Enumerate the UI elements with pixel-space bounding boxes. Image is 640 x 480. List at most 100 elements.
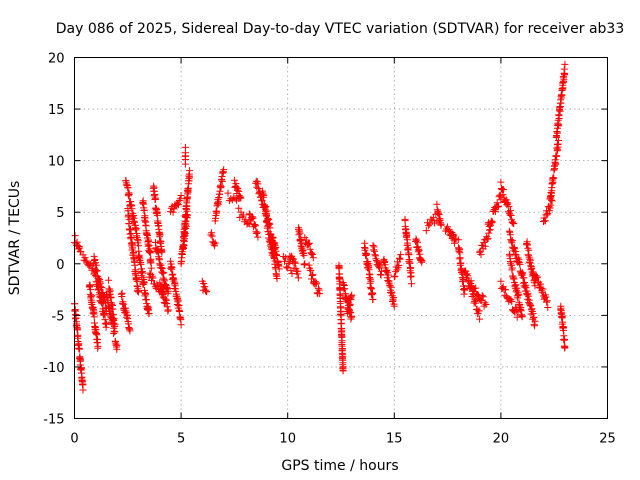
data-point bbox=[513, 284, 521, 292]
data-point bbox=[113, 341, 121, 349]
data-point bbox=[79, 386, 87, 394]
data-point bbox=[560, 76, 568, 84]
data-point bbox=[339, 352, 347, 360]
data-point bbox=[285, 260, 293, 267]
data-point bbox=[290, 255, 297, 263]
data-point bbox=[282, 254, 290, 262]
data-point bbox=[140, 279, 148, 287]
data-point bbox=[98, 299, 106, 307]
data-point bbox=[397, 251, 405, 259]
data-point bbox=[151, 195, 159, 203]
data-point bbox=[533, 273, 541, 281]
data-point bbox=[125, 211, 133, 219]
data-point bbox=[341, 290, 349, 298]
data-point bbox=[316, 290, 324, 298]
data-point bbox=[248, 213, 256, 221]
data-point bbox=[235, 204, 243, 212]
data-point bbox=[478, 292, 486, 300]
data-point bbox=[174, 200, 181, 208]
data-point bbox=[476, 315, 484, 323]
data-point bbox=[495, 193, 503, 201]
data-point bbox=[545, 203, 553, 210]
data-point bbox=[507, 212, 515, 219]
data-point bbox=[481, 299, 489, 307]
data-point bbox=[186, 173, 193, 181]
data-point bbox=[127, 233, 135, 241]
data-point bbox=[106, 287, 114, 295]
data-point bbox=[140, 206, 148, 214]
data-point bbox=[88, 292, 96, 300]
data-point bbox=[547, 201, 555, 209]
x-tick-label: 0 bbox=[70, 432, 78, 447]
data-point bbox=[208, 229, 216, 237]
x-tick-label: 20 bbox=[493, 432, 510, 447]
data-point bbox=[395, 254, 403, 262]
y-tick-label: -15 bbox=[43, 413, 64, 428]
data-point bbox=[449, 230, 457, 238]
data-point bbox=[484, 235, 492, 243]
data-point bbox=[561, 70, 569, 78]
data-point bbox=[304, 241, 312, 249]
data-point bbox=[253, 230, 261, 237]
data-point bbox=[182, 214, 190, 221]
data-point bbox=[376, 262, 384, 270]
y-tick-label: 0 bbox=[56, 258, 64, 273]
data-point bbox=[253, 228, 261, 236]
data-point bbox=[390, 302, 398, 310]
data-point bbox=[77, 356, 85, 364]
data-point bbox=[181, 160, 189, 168]
data-point bbox=[291, 259, 299, 267]
data-point bbox=[367, 277, 375, 285]
data-point bbox=[314, 284, 322, 292]
data-point bbox=[127, 225, 134, 233]
data-point bbox=[75, 345, 83, 353]
data-point bbox=[418, 257, 426, 265]
data-point bbox=[390, 273, 398, 281]
data-point bbox=[555, 121, 563, 129]
data-point bbox=[105, 276, 113, 284]
data-point bbox=[254, 233, 262, 241]
data-point bbox=[213, 208, 221, 216]
data-point bbox=[245, 220, 253, 228]
data-point bbox=[305, 239, 313, 247]
data-point bbox=[477, 251, 485, 259]
data-point bbox=[454, 236, 462, 244]
data-point bbox=[346, 301, 354, 309]
data-point bbox=[522, 284, 530, 292]
data-point bbox=[269, 234, 277, 242]
data-point bbox=[390, 294, 398, 302]
data-point bbox=[300, 252, 308, 260]
data-point bbox=[435, 211, 443, 218]
data-point bbox=[391, 272, 399, 280]
data-point bbox=[338, 337, 346, 345]
data-point bbox=[169, 208, 177, 216]
data-point bbox=[145, 310, 153, 317]
data-point bbox=[502, 196, 510, 204]
data-point bbox=[273, 252, 281, 259]
data-point bbox=[508, 298, 516, 306]
data-point bbox=[520, 274, 528, 282]
data-point bbox=[251, 222, 259, 230]
data-point bbox=[384, 271, 392, 279]
data-point bbox=[220, 166, 228, 174]
data-point bbox=[451, 239, 458, 247]
data-point bbox=[482, 301, 490, 308]
data-point bbox=[525, 246, 533, 254]
data-point bbox=[76, 244, 84, 252]
data-point bbox=[339, 367, 347, 375]
data-point bbox=[500, 186, 508, 193]
data-point bbox=[494, 203, 502, 211]
data-point bbox=[524, 292, 532, 300]
y-tick-label: 5 bbox=[56, 206, 64, 221]
data-point bbox=[363, 250, 371, 258]
data-point bbox=[540, 218, 547, 225]
data-point bbox=[74, 331, 82, 339]
data-point bbox=[548, 187, 556, 195]
data-point bbox=[450, 231, 458, 239]
data-point bbox=[510, 220, 518, 228]
data-point bbox=[544, 304, 552, 311]
data-point bbox=[502, 286, 510, 294]
data-point bbox=[210, 240, 218, 248]
data-point bbox=[495, 202, 502, 210]
